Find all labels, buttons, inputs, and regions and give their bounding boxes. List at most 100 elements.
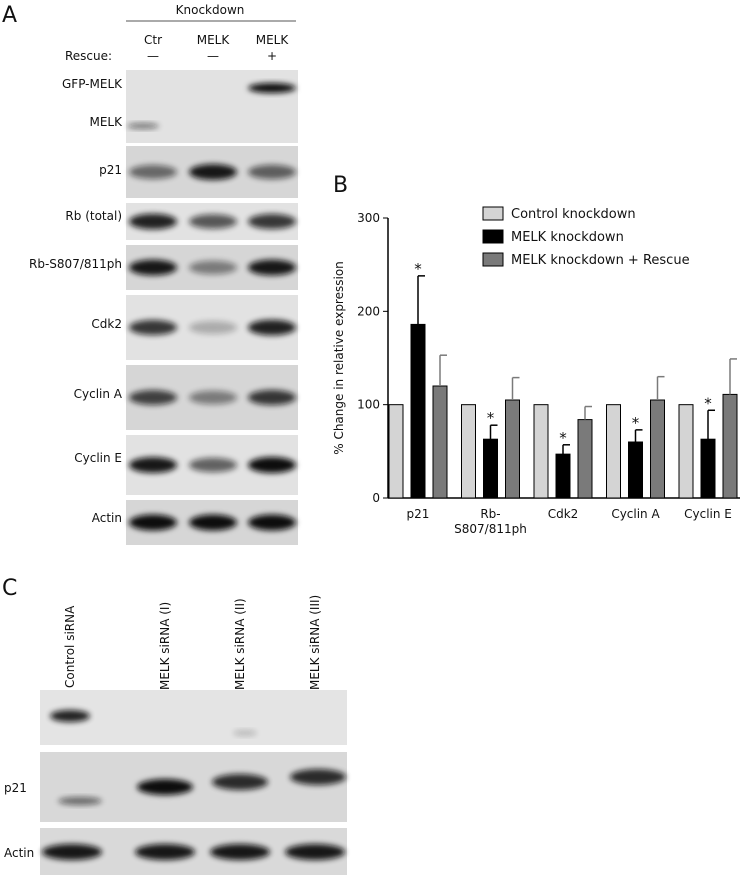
blot-band [248,457,296,473]
blot-band [129,213,177,230]
blot-label: Rb-S807/811ph [29,257,122,271]
error-bar [489,424,498,440]
error-bar [584,405,592,420]
bar [722,393,738,499]
blot-band [290,769,346,785]
error-bar [439,354,447,386]
row-label: Actin [4,846,34,860]
bar [410,323,426,499]
x-tick-label: Rb-S807/811ph [454,507,527,536]
rescue-sign: — [147,49,159,63]
blot-band [137,779,193,795]
bar [388,404,404,499]
bar [461,404,476,499]
panel-letter: B [333,173,348,198]
y-tick-label: 300 [357,211,380,225]
significance: * [704,394,712,412]
blot-band [248,514,296,531]
lane-label: MELK siRNA (II) [233,598,247,690]
y-tick-label: 100 [357,398,380,412]
blot-label: GFP-MELK [62,77,123,91]
rescue-sign: + [267,49,277,63]
bar [432,385,448,499]
blot-label: Cdk2 [91,317,122,331]
blot-band [129,390,177,405]
blot-band [129,514,177,531]
x-tick-label: p21 [407,507,430,521]
error-bar [417,275,425,325]
blot-band [42,844,102,860]
error-bar [562,444,570,455]
blot-band [285,844,345,860]
blot-label: Rb (total) [65,209,122,223]
panel-letter: C [2,576,17,601]
y-tick-label: 200 [357,304,380,318]
lane-label: Control siRNA [63,605,77,688]
blot-band [248,389,296,406]
x-tick-label: Cyclin A [611,507,660,521]
lane-label: MELK [197,33,231,47]
significance: * [632,414,640,432]
rescue-label: Rescue: [65,49,112,63]
significance: * [487,409,495,427]
blot-strip [40,690,347,745]
lane-label: Ctr [144,33,162,47]
error-bar [656,375,665,400]
panel-letter: A [2,3,17,28]
blot-band [189,164,237,180]
blot-band [233,730,257,736]
blot-band [210,844,270,860]
blot-band [189,390,237,405]
blot-band [127,123,159,129]
blot-label: Cyclin A [74,387,123,401]
blot-band [129,457,177,473]
error-bar [729,358,737,395]
blot-band [248,83,296,93]
bar [606,404,621,499]
blot-band [248,259,296,276]
significance: * [559,429,567,447]
bar [577,419,593,499]
blot-band [248,213,296,230]
blot-band [129,164,177,180]
bar [700,438,716,499]
lane-label: MELK siRNA (III) [308,595,322,690]
error-bar [707,409,715,440]
x-tick-label: Cdk2 [548,507,579,521]
y-tick-label: 0 [372,491,380,505]
legend-swatch [482,252,504,267]
bar [628,441,643,499]
blot-band [129,319,177,336]
lane-label: MELK siRNA (I) [158,602,172,690]
legend-label: MELK knockdown [511,230,624,245]
blot-label: Actin [92,511,122,525]
blot-strip [40,752,347,822]
bar [650,399,665,499]
bar [483,438,498,499]
blot-band [50,710,90,722]
blot-label: p21 [99,163,122,177]
legend-label: MELK knockdown + Rescue [511,253,690,268]
blot-band [189,457,237,473]
x-tick-label: Cyclin E [684,507,732,521]
bar [678,404,694,499]
error-bar [634,429,643,442]
bar [533,404,549,499]
lane-label: MELK [256,33,290,47]
blot-band [189,321,237,334]
blot-label: Cyclin E [74,451,122,465]
group-header: Knockdown [176,3,245,17]
y-axis-label: % Change in relative expression [332,261,346,455]
blot-band [58,797,102,805]
error-bar [511,376,520,400]
blot-band [189,260,237,275]
significance: * [414,260,422,278]
legend-swatch [482,206,504,221]
row-label: p21 [4,781,27,795]
x-tick-line: Rb- [480,507,500,521]
blot-strip [126,70,298,143]
blot-band [212,774,268,790]
legend-label: Control knockdown [511,207,636,222]
blot-label: MELK [90,115,124,129]
